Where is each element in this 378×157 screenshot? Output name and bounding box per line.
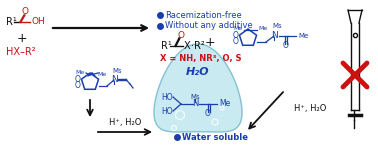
Text: H₂O: H₂O [186, 67, 210, 77]
Text: O: O [233, 30, 239, 40]
Text: O: O [75, 81, 81, 90]
Text: ·R²: ·R² [191, 41, 205, 51]
Text: O: O [205, 109, 211, 119]
Text: Me: Me [219, 100, 230, 108]
Text: N: N [271, 32, 277, 41]
Text: R¹: R¹ [161, 41, 172, 51]
Text: Water soluble: Water soluble [182, 133, 248, 141]
Text: R¹: R¹ [6, 17, 17, 27]
Text: N: N [192, 100, 198, 108]
Text: HX–R²: HX–R² [6, 47, 36, 57]
Text: O: O [22, 8, 28, 16]
Text: H⁺, H₂O: H⁺, H₂O [109, 119, 141, 127]
Polygon shape [154, 44, 242, 132]
Text: O: O [75, 75, 81, 84]
Text: Me: Me [298, 33, 308, 39]
Text: H⁺, H₂O: H⁺, H₂O [294, 103, 326, 113]
Text: O: O [178, 32, 184, 41]
Text: O: O [283, 41, 289, 51]
Text: N: N [111, 76, 118, 84]
Text: Me: Me [97, 71, 106, 76]
Text: Me: Me [258, 27, 267, 32]
Text: Me: Me [234, 25, 243, 30]
Text: +: + [205, 35, 215, 49]
Text: Ms: Ms [112, 68, 122, 74]
Text: HO: HO [161, 92, 173, 101]
Text: X: X [184, 41, 191, 51]
Text: X = NH, NR³, O, S: X = NH, NR³, O, S [160, 54, 242, 63]
Text: Ms: Ms [190, 94, 200, 100]
Text: +: + [17, 32, 27, 44]
Text: Ms: Ms [272, 23, 282, 29]
Text: Racemization-free: Racemization-free [165, 11, 242, 19]
Text: O: O [233, 38, 239, 46]
Text: Me: Me [76, 70, 85, 75]
Text: Without any additive: Without any additive [165, 22, 253, 30]
Text: OH: OH [31, 17, 45, 27]
Text: HO: HO [161, 106, 173, 116]
